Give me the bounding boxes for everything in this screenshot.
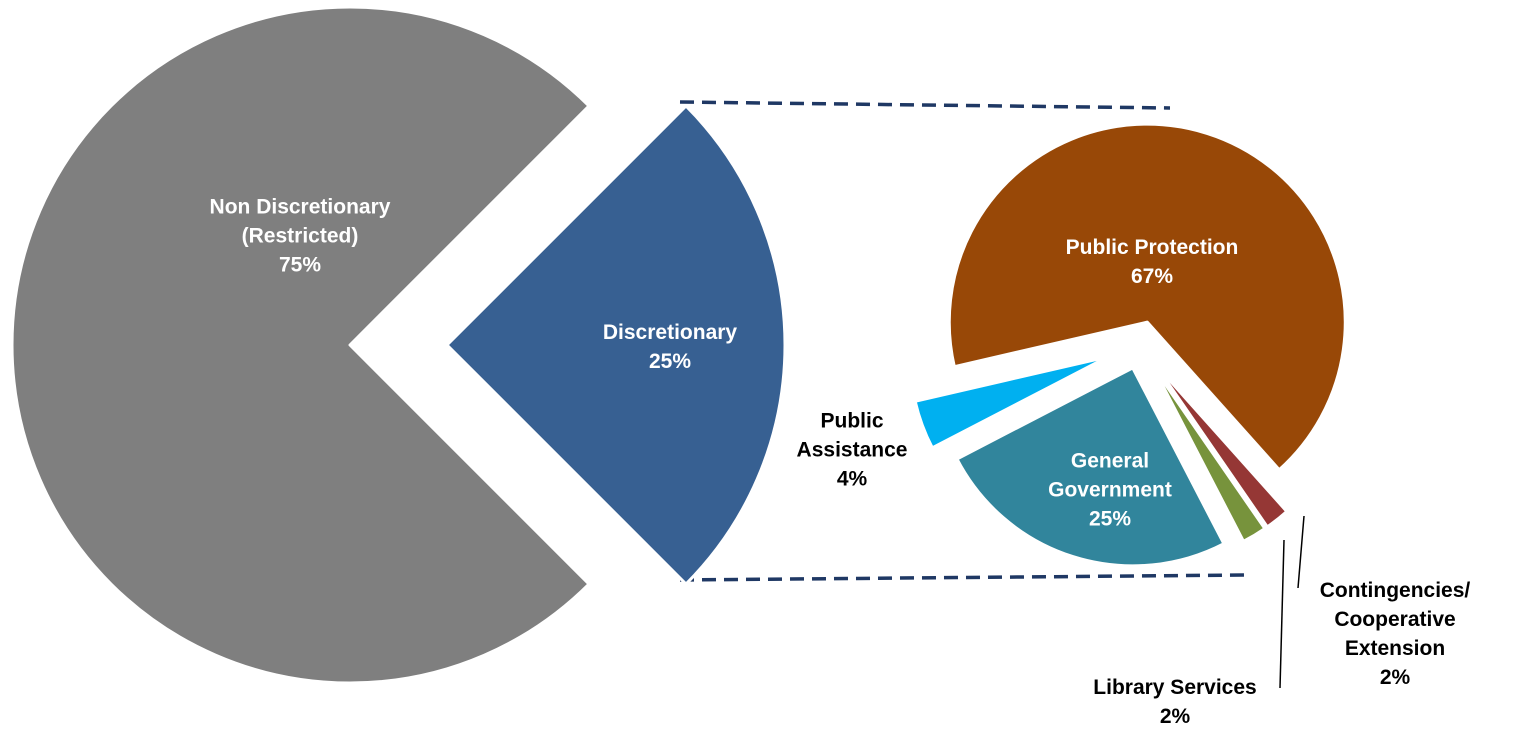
slice-label: Contingencies/ Cooperative Extension 2% xyxy=(1310,576,1480,692)
slice-label: Public Assistance 4% xyxy=(792,407,912,494)
slice-label: Library Services 2% xyxy=(1060,673,1290,731)
leader-line xyxy=(1297,515,1305,589)
leader-line xyxy=(1279,539,1285,689)
pie-slice xyxy=(955,366,1226,568)
pie-slice xyxy=(445,104,787,586)
category-label: Public Protection xyxy=(1065,236,1239,259)
slice-label: Discretionary 25% xyxy=(570,318,770,376)
value-label: 4% xyxy=(836,467,868,491)
value-label: 75% xyxy=(278,253,322,277)
pie-slice xyxy=(10,5,591,685)
category-label: General Government xyxy=(1048,449,1172,502)
value-label: 2% xyxy=(1379,666,1411,689)
slice-label: Non Discretionary (Restricted) 75% xyxy=(180,193,420,280)
value-label: 2% xyxy=(1159,705,1191,728)
connector-line xyxy=(679,573,1246,582)
connector-line xyxy=(679,100,1171,110)
category-label: Non Discretionary (Restricted) xyxy=(209,195,391,248)
pie-slice xyxy=(1150,364,1267,543)
category-label: Public Assistance xyxy=(796,409,908,462)
value-label: 67% xyxy=(1130,265,1174,288)
category-label: Discretionary xyxy=(602,321,738,344)
category-label: Contingencies/ Cooperative Extension xyxy=(1319,579,1471,660)
pie-slice xyxy=(1153,362,1289,529)
value-label: 25% xyxy=(648,350,692,373)
category-label: Library Services xyxy=(1093,676,1257,699)
pie-slice xyxy=(913,355,1110,450)
slice-label: Public Protection 67% xyxy=(1022,233,1282,291)
pie-slice xyxy=(947,122,1347,472)
slice-label: General Government 25% xyxy=(1030,447,1190,534)
value-label: 25% xyxy=(1088,507,1132,531)
